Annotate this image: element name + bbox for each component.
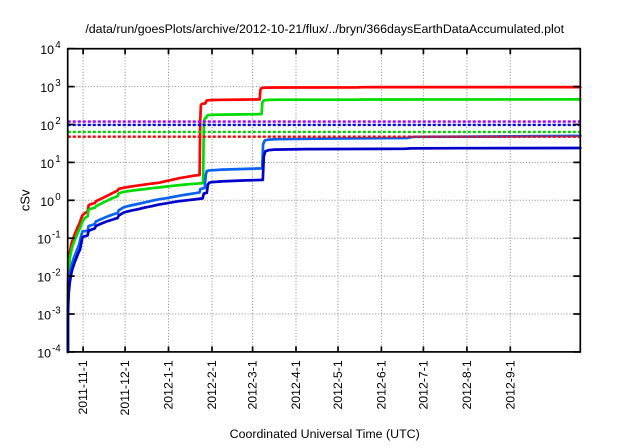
svg-text:10: 10 xyxy=(40,81,54,95)
svg-text:10: 10 xyxy=(37,346,51,360)
svg-text:10: 10 xyxy=(37,271,51,285)
svg-text:2012-8-1: 2012-8-1 xyxy=(460,360,474,409)
svg-text:10: 10 xyxy=(40,195,54,209)
svg-text:1: 1 xyxy=(55,154,60,165)
svg-text:2012-5-1: 2012-5-1 xyxy=(331,360,345,409)
svg-text:2012-4-1: 2012-4-1 xyxy=(289,360,303,409)
svg-text:10: 10 xyxy=(37,233,51,247)
svg-text:0: 0 xyxy=(55,192,61,203)
svg-text:2011-12-1: 2011-12-1 xyxy=(118,360,132,415)
svg-text:10: 10 xyxy=(40,119,54,133)
svg-text:10: 10 xyxy=(40,157,54,171)
svg-text:-3: -3 xyxy=(52,306,61,317)
svg-text:10: 10 xyxy=(40,43,54,57)
svg-text:2012-9-1: 2012-9-1 xyxy=(503,360,517,409)
svg-text:2012-1-1: 2012-1-1 xyxy=(162,360,176,409)
svg-text:cSv: cSv xyxy=(18,189,33,211)
svg-text:Coordinated Universal Time (UT: Coordinated Universal Time (UTC) xyxy=(230,427,420,441)
svg-text:2012-7-1: 2012-7-1 xyxy=(416,360,430,409)
svg-text:2012-6-1: 2012-6-1 xyxy=(374,360,388,409)
svg-text:2: 2 xyxy=(55,116,60,127)
svg-text:/data/run/goesPlots/archive/20: /data/run/goesPlots/archive/2012-10-21/f… xyxy=(85,22,564,36)
svg-text:4: 4 xyxy=(55,40,61,51)
svg-text:3: 3 xyxy=(55,78,61,89)
svg-text:2012-2-1: 2012-2-1 xyxy=(205,360,219,409)
svg-text:2012-3-1: 2012-3-1 xyxy=(246,360,260,409)
svg-text:2011-11-1: 2011-11-1 xyxy=(76,360,90,414)
svg-text:-4: -4 xyxy=(52,343,61,354)
svg-text:-2: -2 xyxy=(52,268,61,279)
svg-text:-1: -1 xyxy=(52,230,61,241)
svg-text:10: 10 xyxy=(37,309,51,323)
